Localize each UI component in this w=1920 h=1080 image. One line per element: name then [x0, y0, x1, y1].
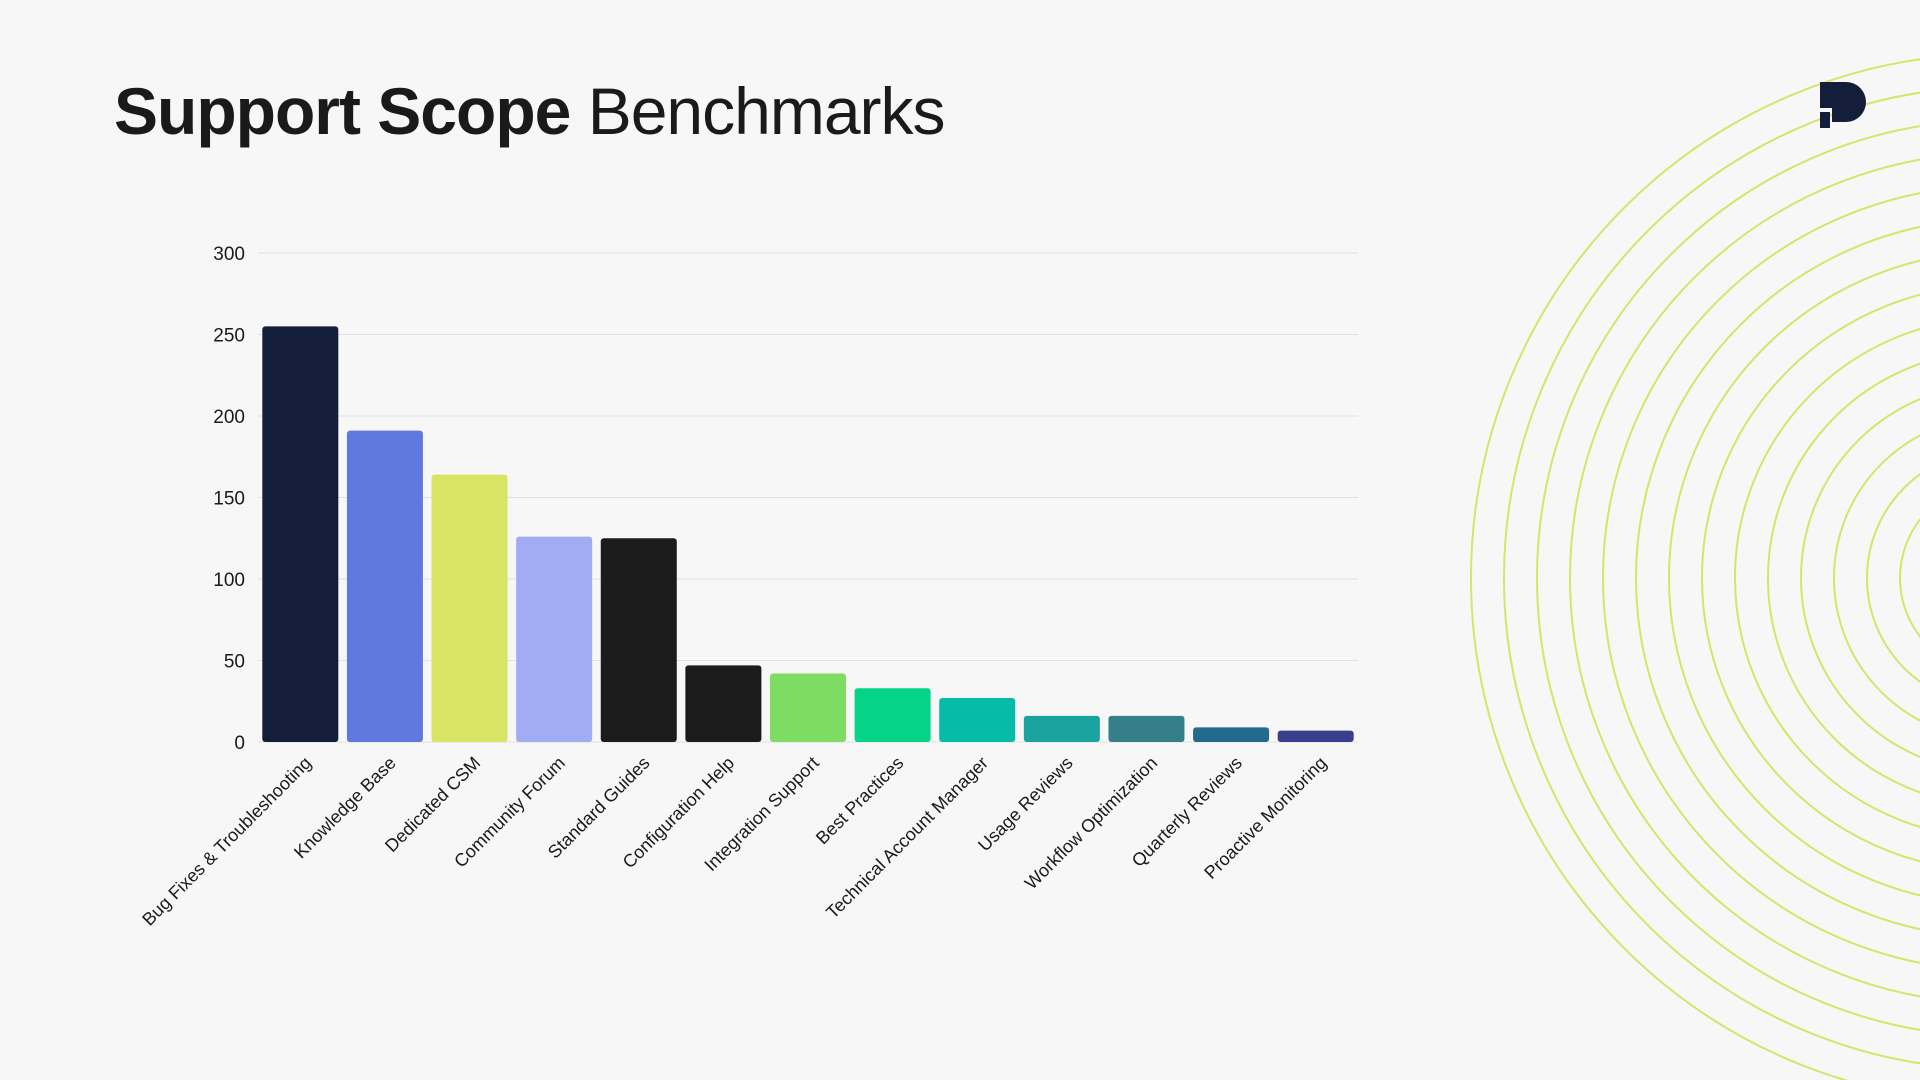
logo-shape: [1820, 82, 1866, 128]
x-tick-label: Bug Fixes & Troubleshooting: [138, 753, 315, 930]
page-title: Support Scope Benchmarks: [114, 78, 946, 144]
decorative-ring: [1668, 259, 1920, 897]
bar: [770, 673, 846, 742]
decorative-ring: [1899, 518, 1920, 638]
bar: [939, 697, 1016, 742]
y-tick-label: 250: [213, 326, 245, 347]
y-tick-label: 0: [234, 733, 245, 754]
title-light: Benchmarks: [587, 74, 946, 148]
bar: [1108, 715, 1185, 742]
bar: [600, 538, 677, 742]
bar: [262, 326, 339, 742]
bar: [1193, 727, 1270, 742]
decorative-ring: [1602, 192, 1920, 964]
bar: [854, 688, 931, 742]
decorative-ring: [1701, 293, 1920, 863]
x-tick-label: Technical Account Manager: [822, 753, 992, 923]
y-tick-label: 50: [224, 652, 245, 673]
decorative-ring: [1734, 328, 1920, 828]
decorative-ring: [1866, 473, 1920, 683]
y-tick-label: 150: [213, 489, 245, 510]
y-tick-label: 200: [213, 407, 245, 428]
y-tick-label: 300: [213, 244, 245, 265]
bar: [346, 430, 423, 742]
y-tick-label: 100: [213, 570, 245, 591]
bar: [1277, 730, 1354, 742]
decorative-ring: [1833, 434, 1920, 722]
decorative-ring: [1569, 158, 1920, 998]
bar: [1023, 715, 1100, 742]
title-bold: Support Scope: [114, 74, 571, 148]
bar: [516, 536, 593, 742]
bar: [685, 665, 762, 742]
decorative-ring: [1503, 91, 1920, 1065]
decorative-ring: [1800, 398, 1920, 758]
decorative-ring: [1635, 225, 1920, 931]
brand-logo-icon: [1820, 82, 1866, 128]
decorative-ring: [1767, 362, 1920, 794]
bar: [431, 474, 508, 742]
decorative-ring: [1470, 58, 1920, 1080]
x-tick-label: Best Practices: [812, 753, 907, 848]
decorative-ring: [1536, 125, 1920, 1031]
